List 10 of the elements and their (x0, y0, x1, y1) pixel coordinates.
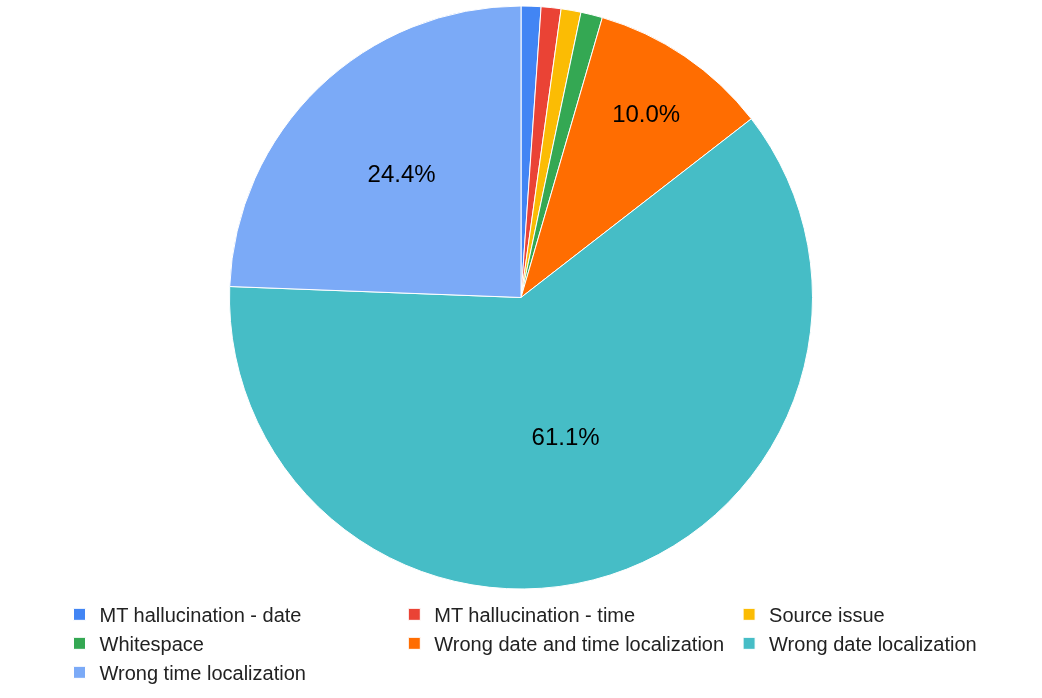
data-label: 10.0% (612, 99, 681, 127)
legend-label: Wrong date localization (769, 633, 977, 656)
legend-label: Wrong date and time localization (434, 633, 725, 656)
legend-label: MT hallucination - date (99, 604, 302, 627)
legend-label: MT hallucination - time (434, 604, 636, 627)
data-label: 24.4% (367, 160, 436, 188)
data-label: 61.1% (531, 422, 600, 450)
legend-label: Wrong time localization (99, 662, 306, 685)
legend-label: Source issue (769, 604, 885, 627)
legend-label: Whitespace (99, 633, 204, 656)
